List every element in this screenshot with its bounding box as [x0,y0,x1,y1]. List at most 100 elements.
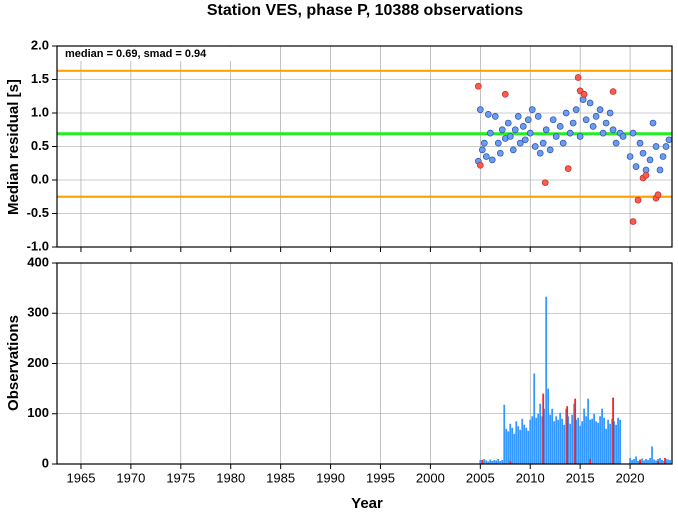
data-point [474,82,482,90]
bar [485,460,488,464]
bar [589,419,592,464]
data-point [654,191,662,199]
data-point [599,129,607,137]
bar [663,460,665,464]
bar [575,419,578,464]
data-point [549,116,557,124]
annotation: median = 0.69, smad = 0.94 [65,48,207,60]
data-point [629,129,637,137]
y-axis-label: Median residual [s] [5,79,22,215]
data-point [609,126,617,134]
bar [505,428,508,464]
data-point [579,96,587,103]
bar [549,414,552,464]
bar [481,459,484,464]
x-tick-label: 2005 [466,470,495,485]
bar [479,459,482,464]
bar [667,459,669,464]
data-point [626,153,634,160]
bar [521,418,524,464]
data-point [656,166,664,174]
y-tick-label: 0.0 [31,171,49,186]
bar [527,430,530,464]
data-point [659,153,667,160]
bar [593,413,596,464]
bar [647,459,649,464]
data-point [609,88,617,95]
bar [551,408,554,464]
y-tick-label: 200 [27,355,49,370]
data-point [662,143,670,150]
bar [573,403,576,464]
bar [561,418,564,464]
data-point [574,74,582,81]
bar [553,421,556,464]
x-tick-label: 1975 [166,470,195,485]
data-point [521,136,529,144]
y-tick-label: 100 [27,405,49,420]
bar [629,457,631,464]
bar [517,426,520,464]
data-point [576,133,584,140]
data-point [542,126,550,134]
data-point [602,119,610,127]
data-point [511,126,519,134]
data-point [632,163,640,170]
x-tick-label: 2000 [416,470,445,485]
bar [661,459,663,464]
bar [537,413,540,464]
data-point [552,133,560,140]
bar [513,433,516,464]
bar [607,419,610,464]
bar [619,419,621,464]
data-point [516,139,524,147]
bar [603,417,606,464]
data-point [484,110,492,118]
bar [542,393,545,464]
data-point [514,112,522,120]
data-point [486,129,494,137]
bar [587,398,590,464]
bar [651,446,653,464]
bar [657,460,659,464]
bar [535,417,538,464]
bar [541,416,544,464]
bar [555,416,558,464]
chart-title: Station VES, phase P, 10388 observations [207,2,523,19]
bar [489,459,492,464]
data-point [531,143,539,150]
data-point [580,90,588,98]
data-point [534,112,542,120]
bar [531,416,534,464]
data-point [629,218,637,225]
data-point [569,119,577,127]
data-point [541,179,549,187]
y-tick-label: -0.5 [27,205,49,220]
bar [597,422,600,464]
bar [611,418,613,464]
bar [613,421,615,464]
bar [529,419,532,464]
bar [585,416,588,464]
bar [591,418,594,464]
annotation-bg [59,47,239,61]
data-point [582,116,590,124]
data-point [498,126,506,134]
x-tick-label: 2010 [516,470,545,485]
data-point [536,149,544,157]
data-point [652,143,660,150]
bar [631,459,633,464]
bar [501,459,504,464]
y-tick-label: 300 [27,305,49,320]
bar [659,457,661,464]
bar [507,431,510,464]
bar [635,456,637,464]
data-point [506,133,514,140]
data-point [619,133,627,140]
bar [511,427,514,464]
x-tick-label: 1990 [316,470,345,485]
bar [643,460,645,464]
y-tick-label: 1.0 [31,104,49,119]
bar [665,458,667,464]
